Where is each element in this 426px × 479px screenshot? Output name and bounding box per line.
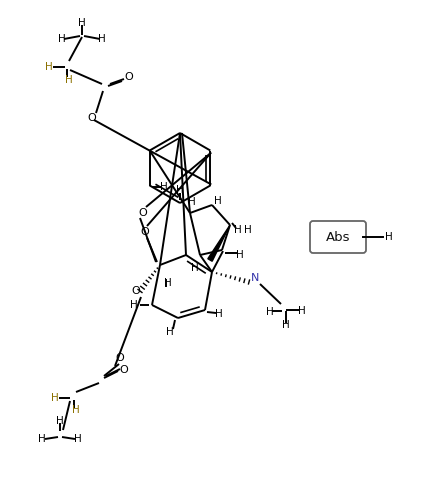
Text: H: H [56,416,64,426]
Text: H: H [176,185,184,195]
Text: H: H [45,62,53,72]
Text: H: H [244,225,251,235]
Text: O: O [124,72,133,82]
Text: H: H [98,34,106,44]
Text: H: H [233,225,241,235]
Text: H: H [215,309,222,319]
Text: O: O [119,365,128,375]
Text: O: O [131,286,140,296]
Text: H: H [78,18,86,28]
Text: H: H [51,393,59,403]
Text: N: N [250,273,259,283]
Text: H: H [236,250,243,260]
Text: H: H [74,434,82,444]
Text: O: O [140,227,149,237]
Text: H: H [384,232,392,242]
Text: O: O [87,113,96,123]
Text: O: O [115,353,124,363]
Text: H: H [188,197,196,207]
Polygon shape [207,225,230,261]
Text: H: H [164,278,172,288]
Text: H: H [72,405,80,415]
Text: H: H [130,300,138,310]
Text: H: H [213,196,222,206]
Text: H: H [38,434,46,444]
Text: H: H [166,327,173,337]
Text: O: O [138,208,147,218]
Text: Abs: Abs [325,230,349,243]
Text: H: H [159,182,167,192]
Text: H: H [65,75,73,85]
Text: H: H [265,307,273,317]
Text: H: H [191,263,199,273]
Text: H: H [297,306,305,316]
FancyBboxPatch shape [309,221,365,253]
Text: H: H [58,34,66,44]
Text: H: H [282,320,289,330]
